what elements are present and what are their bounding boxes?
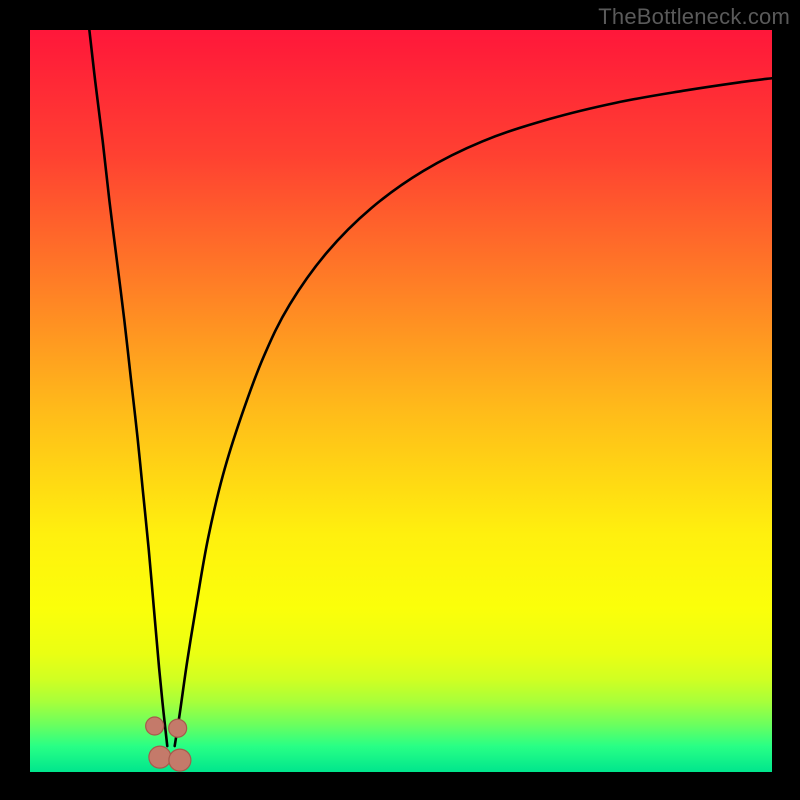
marker-dot bbox=[169, 749, 191, 771]
bottleneck-chart bbox=[0, 0, 800, 800]
marker-dot bbox=[169, 719, 187, 737]
marker-dot bbox=[149, 746, 171, 768]
plot-background bbox=[30, 30, 772, 772]
watermark-text: TheBottleneck.com bbox=[598, 4, 790, 30]
marker-dot bbox=[146, 717, 164, 735]
chart-container: TheBottleneck.com bbox=[0, 0, 800, 800]
